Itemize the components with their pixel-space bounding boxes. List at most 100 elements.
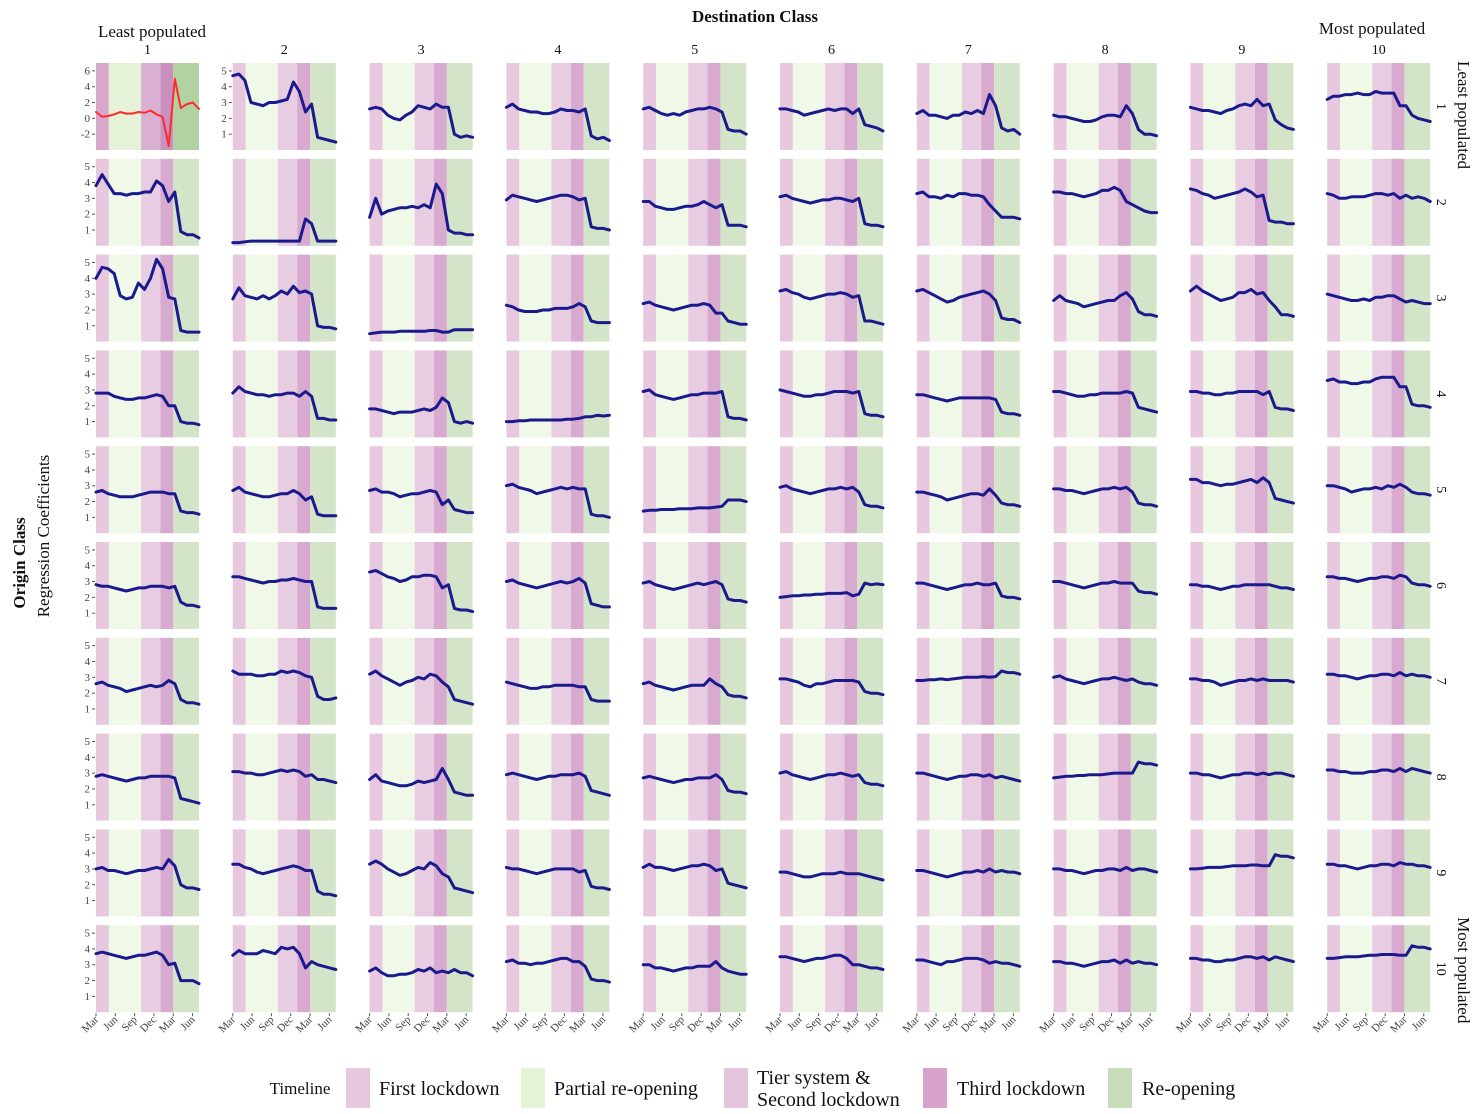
- phase-band-5: [173, 446, 199, 534]
- series-line: [778, 193, 885, 229]
- phase-band-5: [857, 254, 883, 342]
- series-line: [1052, 291, 1159, 318]
- phase-band-1: [1190, 637, 1204, 725]
- series-line: [641, 200, 748, 229]
- phase-band-2: [1066, 158, 1099, 246]
- series-line: [1325, 192, 1432, 203]
- panel-origin-9-dest-10: [1325, 829, 1432, 917]
- column-label-8: 8: [1102, 43, 1109, 58]
- phase-band-1: [506, 254, 520, 342]
- panel-origin-3-dest-1: 1 2 3 4 5: [85, 254, 201, 342]
- phase-band-2: [108, 925, 142, 1013]
- series-line: [504, 576, 611, 609]
- phase-band-1: [506, 637, 520, 725]
- phase-band-2: [929, 158, 962, 246]
- series-line: [1052, 104, 1159, 138]
- x-tick-label: Jun: [1273, 1013, 1293, 1033]
- panel-origin-7-dest-10: [1325, 637, 1432, 725]
- phase-band-4: [570, 63, 584, 150]
- phase-band-5: [173, 63, 199, 150]
- phase-band-2: [245, 925, 278, 1013]
- phase-band-1: [916, 63, 930, 150]
- series-line: [231, 575, 338, 610]
- y-tick-label: 4: [85, 848, 91, 860]
- phase-band-2: [1340, 542, 1373, 629]
- series-line: [1325, 482, 1432, 497]
- phase-band-5: [583, 829, 610, 917]
- x-tick-label: Sep: [393, 1013, 414, 1034]
- phase-band-5: [1130, 446, 1157, 534]
- phase-band-5: [994, 158, 1020, 246]
- phase-band-1: [643, 350, 657, 438]
- phase-band-4: [1254, 158, 1268, 246]
- series-line: [504, 482, 611, 519]
- phase-band-3: [961, 446, 982, 534]
- row-label-3: 3: [1433, 295, 1448, 302]
- phase-band-4: [297, 158, 311, 246]
- phase-band-1: [1327, 446, 1341, 534]
- phase-band-4: [1391, 733, 1405, 821]
- x-tick-label: Mar: [431, 1014, 453, 1036]
- x-tick-label: Mar: [900, 1014, 922, 1036]
- panel-origin-7-dest-9: [1188, 637, 1295, 725]
- panel-origin-6-dest-3: [368, 542, 475, 629]
- panel-origin-5-dest-3: [368, 446, 475, 534]
- phase-band-2: [382, 542, 415, 629]
- panel-origin-5-dest-5: [641, 446, 748, 534]
- phase-band-5: [1267, 63, 1294, 150]
- y-tick-label: 5: [85, 449, 91, 461]
- phase-band-1: [1327, 733, 1341, 821]
- phase-band-4: [1254, 254, 1268, 342]
- series-line: [915, 393, 1022, 417]
- phase-band-5: [857, 446, 883, 534]
- series-line: [641, 677, 748, 700]
- series-line: [504, 865, 611, 891]
- panel-origin-3-dest-6: [778, 254, 885, 342]
- series-line: [368, 669, 475, 706]
- phase-band-5: [446, 254, 473, 342]
- column-label-5: 5: [691, 43, 698, 58]
- x-tick-label: Sep: [1214, 1013, 1235, 1034]
- row-label-6: 6: [1433, 582, 1448, 589]
- phase-band-1: [1053, 158, 1067, 246]
- series-line: [641, 388, 748, 422]
- panel-origin-2-dest-2: [231, 158, 338, 246]
- x-tick-label: Jun: [238, 1013, 258, 1033]
- phase-band-5: [720, 637, 747, 725]
- phase-band-3: [141, 350, 161, 438]
- phase-band-3: [551, 63, 571, 150]
- x-tick-label: Dec: [275, 1014, 296, 1035]
- panel-origin-4-dest-5: [641, 350, 748, 438]
- x-tick-label: Mar: [216, 1014, 238, 1036]
- y-tick-label: 5: [85, 353, 91, 365]
- phase-band-1: [232, 446, 246, 534]
- y-tick-label: 4: [85, 369, 91, 381]
- x-tick-label: Sep: [1077, 1013, 1098, 1034]
- x-tick-label: Jun: [1136, 1013, 1156, 1033]
- phase-band-2: [1203, 63, 1236, 150]
- y-axis-label: Regression Coefficients: [34, 455, 53, 618]
- y-tick-label: 3: [85, 289, 91, 301]
- y-tick-label: 1: [85, 703, 91, 715]
- series-line: [368, 569, 475, 614]
- phase-band-5: [583, 542, 610, 629]
- phase-band-1: [916, 446, 930, 534]
- x-tick-label: Jun: [922, 1013, 942, 1033]
- x-tick-label: Dec: [959, 1014, 980, 1035]
- x-tick-label: Mar: [353, 1014, 375, 1036]
- phase-band-3: [1098, 637, 1118, 725]
- phase-band-2: [108, 542, 142, 629]
- panel-origin-9-dest-2: [231, 829, 338, 917]
- y-tick-label: 5: [85, 640, 91, 652]
- phase-band-3: [414, 158, 434, 246]
- phase-band-4: [844, 446, 858, 534]
- panel-origin-6-dest-9: [1188, 542, 1295, 629]
- x-tick-label: Jun: [648, 1013, 668, 1033]
- phase-band-1: [96, 158, 109, 246]
- phase-band-1: [1190, 733, 1204, 821]
- panel-origin-3-dest-7: [915, 254, 1022, 342]
- legend: Timeline First lockdown Partial re-openi…: [0, 1062, 1476, 1111]
- y-tick-label: 3: [85, 863, 91, 875]
- panel-origin-2-dest-7: [915, 158, 1022, 246]
